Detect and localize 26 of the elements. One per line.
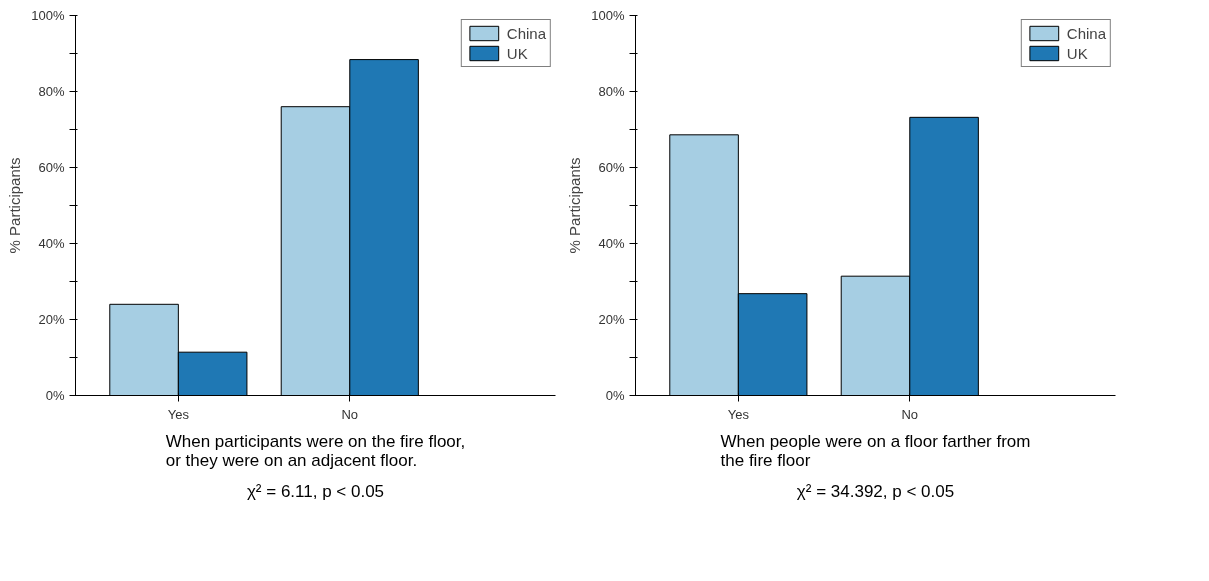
x-tick-label: Yes [727,406,750,422]
y-tick-label: 80% [598,84,625,99]
y-tick-label: 20% [598,312,625,327]
text: When participants were on the fire floor, or they were on an adjacent floor. [165,431,466,470]
x-tick-label: No [901,406,919,422]
y-tick-label: 100% [591,8,625,23]
y-tick-label: 60% [598,160,625,175]
y-axis-title: % Participants [566,157,584,254]
y-tick-label: 0% [605,388,625,403]
legend-label: UK [1066,44,1088,62]
legend-label: China [1066,24,1106,42]
y-tick-label: 0% [45,388,65,403]
y-tick-label: 20% [38,312,65,327]
y-tick-label: 100% [31,8,65,23]
text: When people were on a floor farther from the fire floor [720,431,1031,470]
y-tick-label: 60% [38,160,65,175]
y-tick-label: 40% [598,236,625,251]
text: χ² = 34.392, p < 0.05 [796,481,955,501]
x-tick-label: Yes [167,406,190,422]
y-axis-title: % Participants [6,157,24,254]
legend-label: UK [506,44,528,62]
y-tick-label: 40% [38,236,65,251]
x-tick-label: No [341,406,359,422]
text: χ² = 6.11, p < 0.05 [246,481,385,501]
legend-label: China [506,24,546,42]
y-tick-label: 80% [38,84,65,99]
